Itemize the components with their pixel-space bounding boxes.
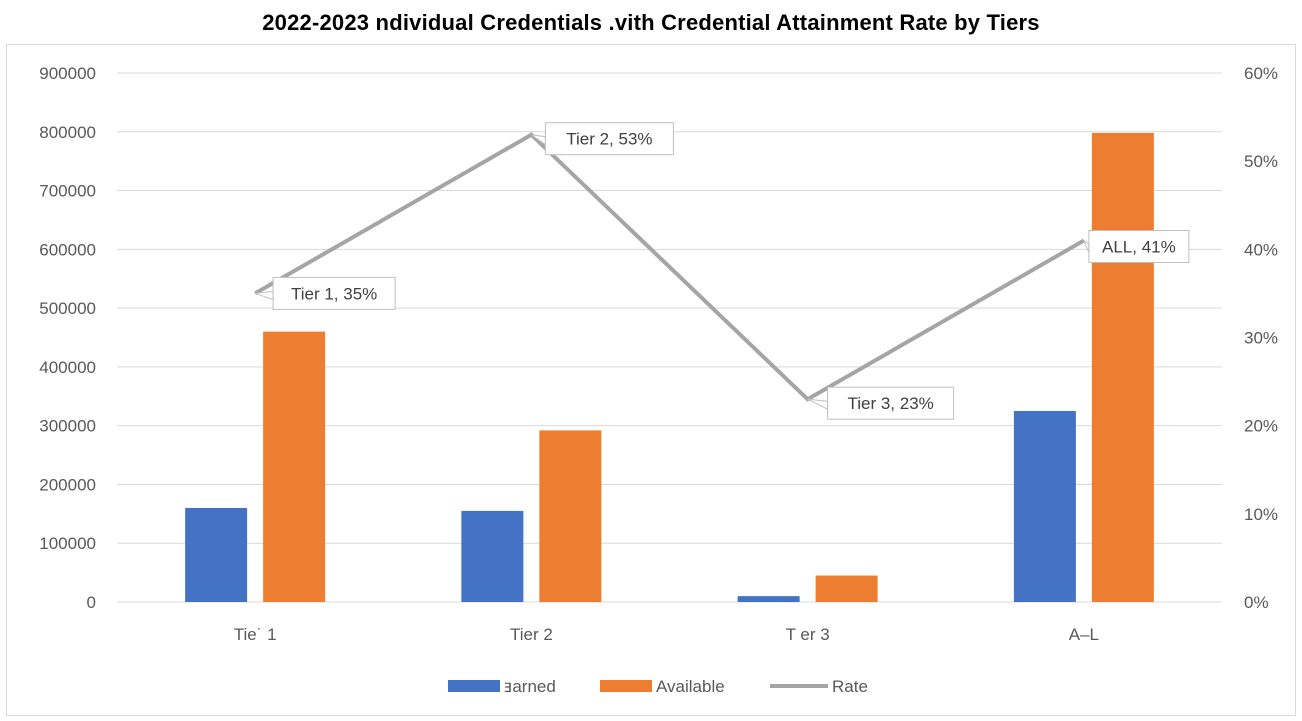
callout-pointer	[254, 290, 274, 301]
bar-available	[263, 331, 326, 602]
y-right-tick-label: 60%	[1244, 64, 1278, 83]
bar-earned	[1013, 410, 1076, 602]
chart-title: 2022-2023 ndividual Credentials .vith Cr…	[262, 10, 1040, 35]
legend-label: ⱻarned	[504, 677, 556, 696]
data-label-box	[544, 122, 674, 156]
x-tick-label: Tier 2	[510, 625, 553, 644]
y-right-tick-label: 40%	[1244, 240, 1278, 259]
chart-frame	[6, 44, 1296, 716]
legend-swatch	[448, 680, 500, 692]
bar-available	[1091, 132, 1154, 602]
data-label-box	[272, 276, 396, 310]
y-right-tick-label: 20%	[1244, 417, 1278, 436]
data-label: Tier 1, 35%	[291, 284, 377, 303]
data-label-box	[827, 386, 955, 420]
data-label: Tier 2, 53%	[566, 130, 652, 149]
callout-pointer	[1083, 240, 1090, 253]
callout-pointer	[807, 398, 829, 411]
rate-line	[254, 132, 1085, 402]
y-left-tick-label: 700000	[39, 182, 96, 201]
bar-earned	[185, 507, 248, 602]
bar-available	[815, 575, 878, 602]
legend-swatch	[600, 680, 652, 692]
bar-available	[539, 430, 602, 602]
legend-label: Available	[656, 677, 725, 696]
x-tick-label: Tie˙ 1	[234, 625, 277, 644]
y-left-tick-label: 200000	[39, 475, 96, 494]
bar-earned	[737, 596, 800, 602]
y-left-tick-label: 900000	[39, 64, 96, 83]
y-left-tick-label: 600000	[39, 240, 96, 259]
data-label: Tier 3, 23%	[847, 394, 933, 413]
data-label: ALL, 41%	[1102, 238, 1176, 257]
y-right-tick-label: 0%	[1244, 593, 1269, 612]
y-left-tick-label: 800000	[39, 123, 96, 142]
y-left-tick-label: 400000	[39, 358, 96, 377]
y-right-tick-label: 30%	[1244, 329, 1278, 348]
y-right-tick-label: 10%	[1244, 505, 1278, 524]
y-left-tick-label: 0	[87, 593, 96, 612]
data-label-box	[1088, 230, 1190, 264]
x-tick-label: T er 3	[786, 625, 830, 644]
y-left-tick-label: 500000	[39, 299, 96, 318]
legend-label: Rate	[832, 677, 868, 696]
y-right-tick-label: 50%	[1244, 152, 1278, 171]
y-left-tick-label: 100000	[39, 534, 96, 553]
x-tick-label: A–L	[1069, 625, 1099, 644]
bar-earned	[461, 510, 524, 602]
y-left-tick-label: 300000	[39, 417, 96, 436]
